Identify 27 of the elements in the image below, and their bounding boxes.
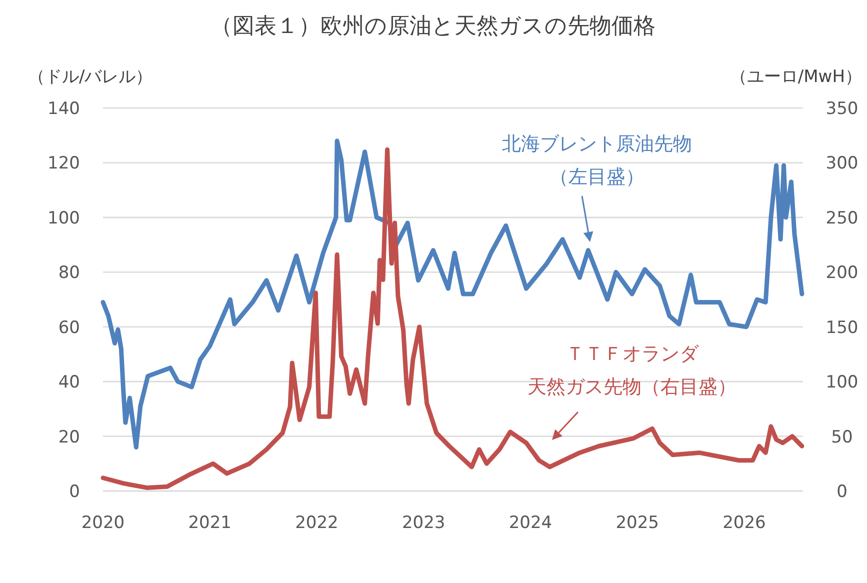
y2-tick-label: 100 xyxy=(826,372,858,393)
y2-tick-label: 50 xyxy=(831,427,853,448)
y2-tick-label: 150 xyxy=(826,318,858,338)
y2-tick-label: 0 xyxy=(836,482,848,502)
y-tick-label: 20 xyxy=(58,427,80,448)
y-tick-label: 0 xyxy=(69,482,80,502)
y-tick-label: 100 xyxy=(48,208,80,228)
y2-tick-label: 350 xyxy=(826,99,858,119)
y2-axis-title: （ユーロ/MwH） xyxy=(730,67,862,87)
series-label: 北海ブレント原油先物（左目盛） xyxy=(502,133,692,188)
y2-tick-label: 300 xyxy=(826,154,858,174)
x-tick-label: 2020 xyxy=(81,513,125,533)
x-tick-label: 2022 xyxy=(295,513,338,533)
y-tick-label: 60 xyxy=(58,318,80,338)
y-tick-label: 80 xyxy=(58,263,80,284)
y-tick-label: 40 xyxy=(58,372,80,393)
x-tick-label: 2021 xyxy=(188,513,232,533)
chart-title: （図表１）欧州の原油と天然ガスの先物価格 xyxy=(210,14,656,39)
y-tick-label: 140 xyxy=(48,99,80,119)
y-axis-title: （ドル/バレル） xyxy=(28,67,153,87)
x-tick-label: 2026 xyxy=(722,513,766,533)
x-tick-label: 2024 xyxy=(508,513,552,533)
x-tick-label: 2025 xyxy=(616,513,659,533)
x-tick-label: 2023 xyxy=(402,513,446,533)
y-tick-label: 120 xyxy=(48,154,80,174)
y2-tick-label: 250 xyxy=(826,208,858,228)
y2-tick-label: 200 xyxy=(826,263,858,284)
